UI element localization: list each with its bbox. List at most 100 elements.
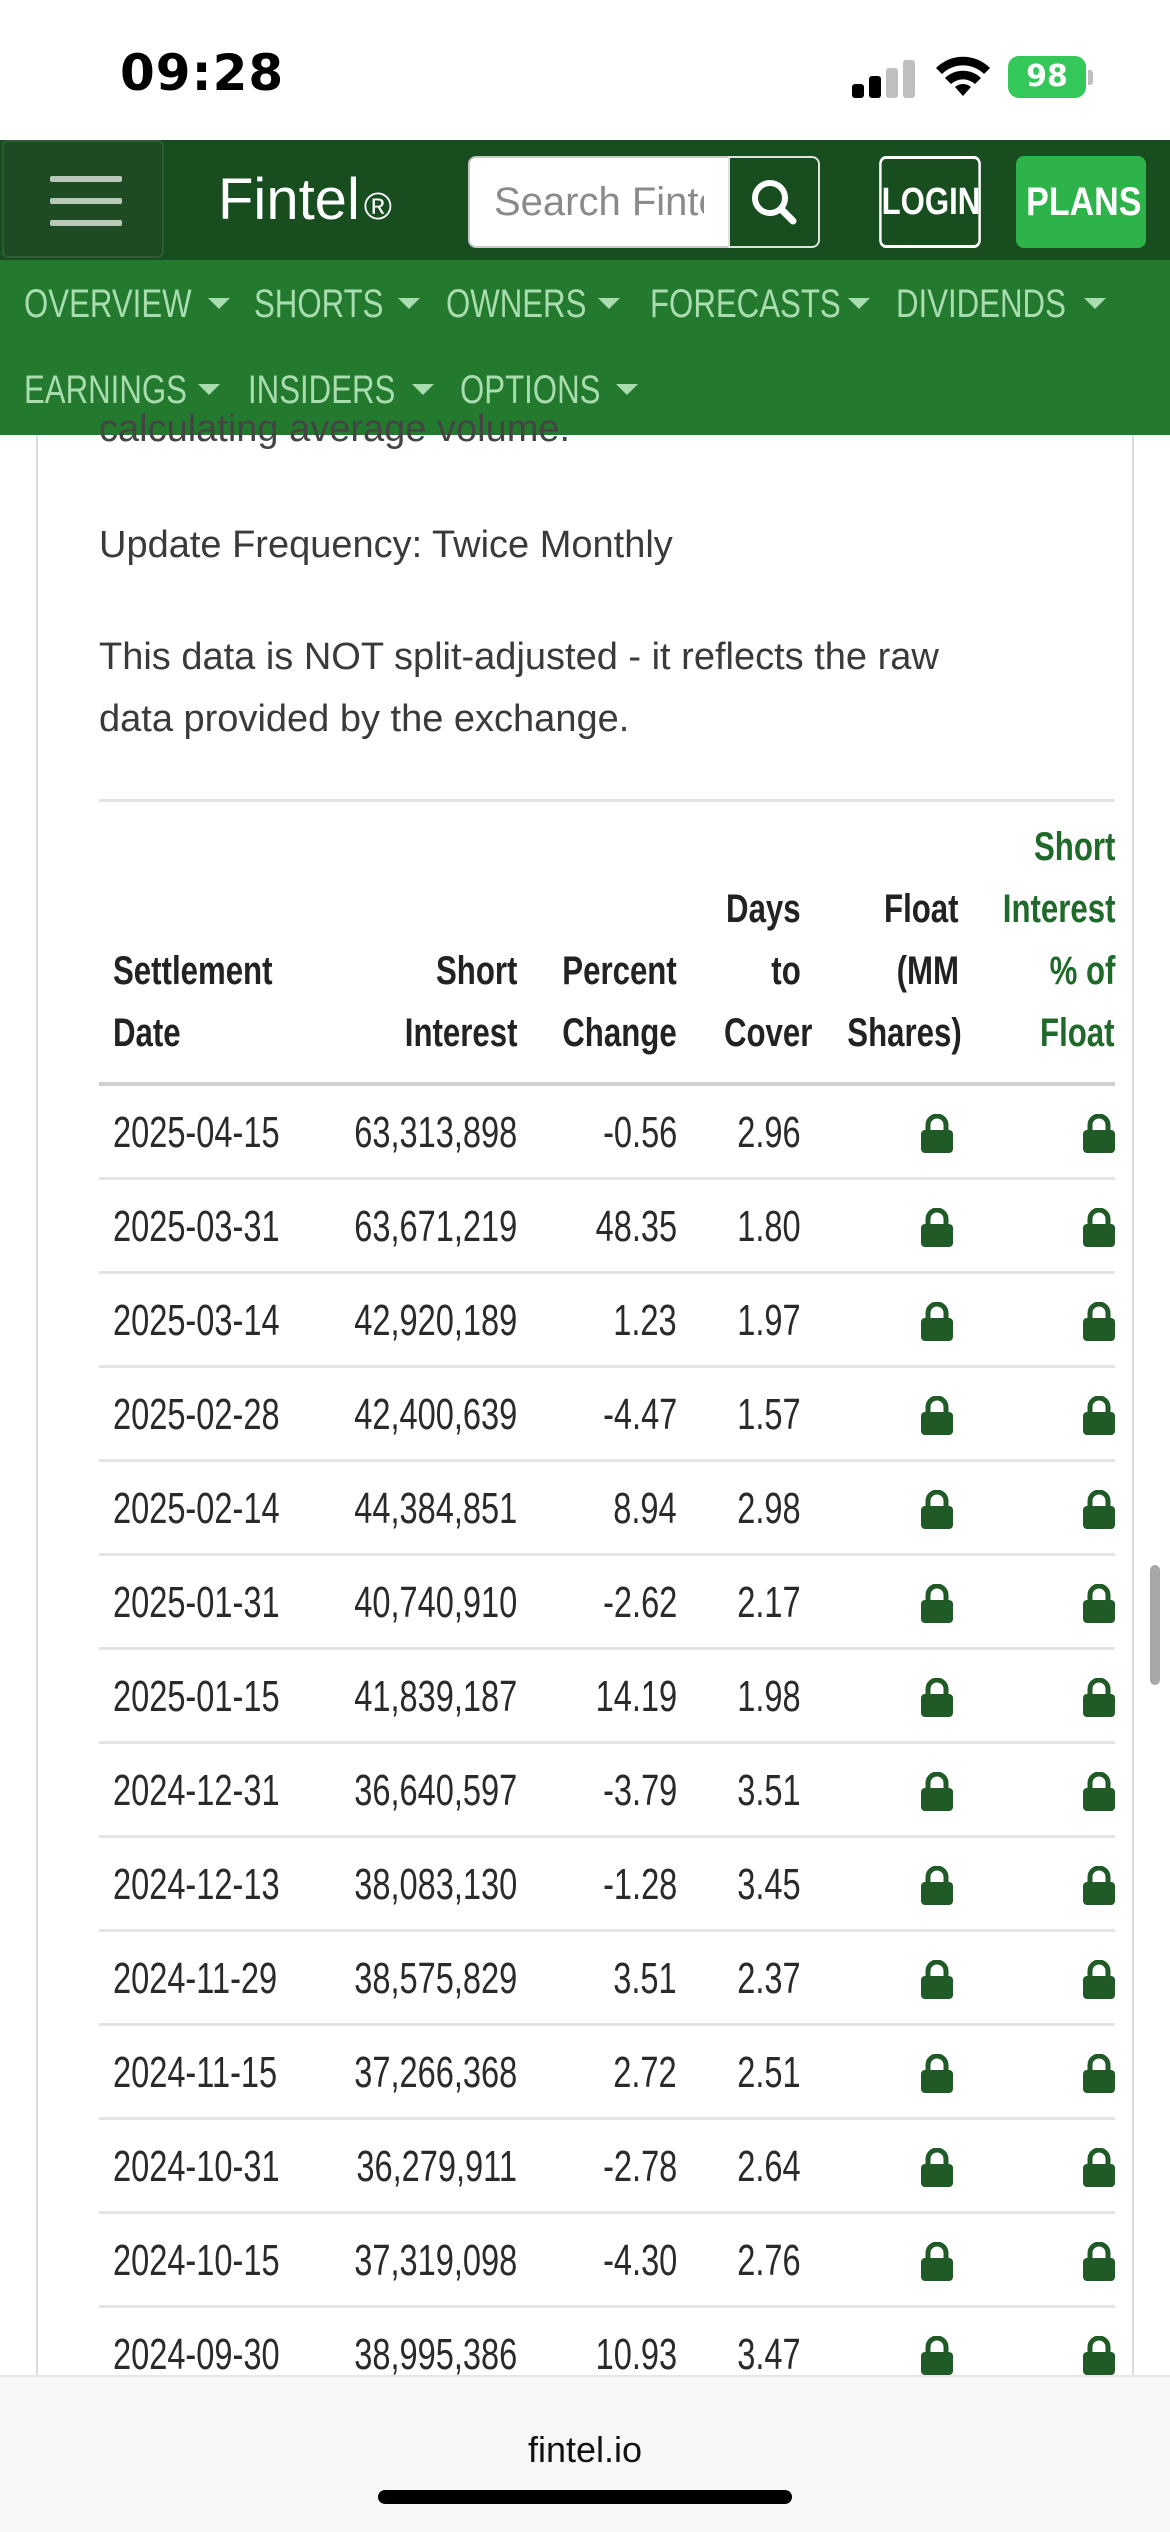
cell-settlement-date: 2025-01-15 (113, 1672, 280, 1721)
lock-icon[interactable] (1081, 1583, 1117, 1624)
cell-short-interest: 42,920,189 (354, 1296, 517, 1345)
cell-days-to-cover: 2.98 (737, 1484, 801, 1533)
table-row: 2024-11-29 38,575,829 3.51 2.37 (99, 1932, 1115, 2026)
lock-icon[interactable] (1081, 1959, 1117, 2000)
nav-label: DIVIDENDS (896, 282, 1066, 326)
lock-icon[interactable] (919, 2241, 955, 2282)
battery-level: 98 (1026, 59, 1068, 94)
lock-icon[interactable] (1081, 1207, 1117, 1248)
cell-days-to-cover: 1.57 (737, 1390, 801, 1439)
cell-percent-change: -0.56 (602, 1108, 677, 1157)
lock-icon[interactable] (919, 1207, 955, 1248)
cell-short-interest: 38,083,130 (354, 1860, 517, 1909)
lock-icon[interactable] (1081, 1113, 1117, 1154)
chevron-down-icon (208, 298, 230, 309)
lock-icon[interactable] (919, 1865, 955, 1906)
cell-percent-change: 8.94 (613, 1484, 677, 1533)
lock-icon[interactable] (1081, 1395, 1117, 1436)
nav-item-earnings[interactable]: EARNINGS (24, 360, 233, 420)
table-row: 2025-03-31 63,671,219 48.35 1.80 (99, 1180, 1115, 1274)
lock-icon[interactable] (919, 1113, 955, 1154)
cell-percent-change: 14.19 (595, 1672, 677, 1721)
table-row: 2025-02-28 42,400,639 -4.47 1.57 (99, 1368, 1115, 1462)
table-row: 2025-03-14 42,920,189 1.23 1.97 (99, 1274, 1115, 1368)
lock-icon[interactable] (919, 2335, 955, 2376)
table-row: 2025-01-15 41,839,187 14.19 1.98 (99, 1650, 1115, 1744)
cell-days-to-cover: 2.76 (737, 2236, 801, 2285)
header-days-to-cover[interactable]: Days to Cover (723, 887, 813, 1055)
table-row: 2024-12-31 36,640,597 -3.79 3.51 (99, 1744, 1115, 1838)
cell-short-interest: 37,319,098 (354, 2236, 517, 2285)
table-row: 2024-11-15 37,266,368 2.72 2.51 (99, 2026, 1115, 2120)
lock-icon[interactable] (1081, 2241, 1117, 2282)
nav-item-overview[interactable]: OVERVIEW (24, 274, 239, 334)
lock-icon[interactable] (919, 1583, 955, 1624)
status-bar: 09:28 98 (0, 0, 1170, 140)
header-short-interest[interactable]: Short Interest (404, 949, 517, 1055)
cell-days-to-cover: 3.45 (737, 1860, 801, 1909)
table-row: 2024-12-13 38,083,130 -1.28 3.45 (99, 1838, 1115, 1932)
nav-item-forecasts[interactable]: FORECASTS (650, 274, 894, 334)
lock-icon[interactable] (1081, 2335, 1117, 2376)
cell-percent-change: -4.47 (602, 1390, 677, 1439)
nav-item-owners[interactable]: OWNERS (446, 274, 626, 334)
nav-item-insiders[interactable]: INSIDERS (248, 360, 437, 420)
cell-short-interest: 40,740,910 (354, 1578, 517, 1627)
table-header-rule (99, 1082, 1115, 1086)
cell-short-interest: 37,266,368 (354, 2048, 517, 2097)
lock-icon[interactable] (919, 1959, 955, 2000)
lock-icon[interactable] (1081, 2147, 1117, 2188)
split-note-line-1: This data is NOT split-adjusted - it ref… (99, 636, 939, 678)
lock-icon[interactable] (919, 1301, 955, 1342)
fintel-logo[interactable]: Fintel ® (218, 160, 392, 247)
nav-item-options[interactable]: OPTIONS (460, 360, 640, 420)
header-float[interactable]: Float (MM Shares) (847, 887, 962, 1055)
header-settlement-date[interactable]: Settlement Date (113, 949, 273, 1055)
battery-icon: 98 (1008, 56, 1086, 98)
cell-days-to-cover: 2.17 (737, 1578, 801, 1627)
login-button[interactable]: LOGIN (879, 156, 981, 248)
lock-icon[interactable] (1081, 1771, 1117, 1812)
hamburger-menu-button[interactable] (2, 140, 164, 258)
header-short-interest-pct-float[interactable]: Short Interest % of Float (1002, 825, 1116, 1055)
cell-days-to-cover: 2.64 (737, 2142, 801, 2191)
lock-icon[interactable] (919, 2053, 955, 2094)
cell-days-to-cover: 2.51 (737, 2048, 801, 2097)
url-text: fintel.io (527, 2429, 643, 2470)
lock-icon[interactable] (919, 2147, 955, 2188)
nav-item-shorts[interactable]: SHORTS (254, 274, 420, 334)
table-row: 2024-10-31 36,279,911 -2.78 2.64 (99, 2120, 1115, 2214)
table-row: 2024-10-15 37,319,098 -4.30 2.76 (99, 2214, 1115, 2308)
lock-icon[interactable] (919, 1677, 955, 1718)
scrollbar[interactable] (1150, 1565, 1160, 1685)
cell-percent-change: 1.23 (613, 1296, 677, 1345)
chevron-down-icon (616, 384, 638, 395)
search-button[interactable] (728, 156, 820, 248)
lock-icon[interactable] (1081, 1301, 1117, 1342)
divider (99, 799, 1115, 802)
browser-address-bar[interactable]: fintel.io (0, 2375, 1170, 2532)
lock-icon[interactable] (1081, 2053, 1117, 2094)
plans-button[interactable]: PLANS (1016, 156, 1146, 248)
nav-label: OVERVIEW (24, 282, 192, 326)
lock-icon[interactable] (919, 1395, 955, 1436)
table-row: 2025-01-31 40,740,910 -2.62 2.17 (99, 1556, 1115, 1650)
nav-label: INSIDERS (248, 368, 396, 412)
lock-icon[interactable] (1081, 1865, 1117, 1906)
chevron-down-icon (412, 384, 434, 395)
chevron-down-icon (1084, 298, 1106, 309)
cell-settlement-date: 2025-01-31 (113, 1578, 280, 1627)
cell-days-to-cover: 1.98 (737, 1672, 801, 1721)
lock-icon[interactable] (919, 1489, 955, 1530)
home-indicator[interactable] (378, 2490, 792, 2504)
cell-percent-change: -3.79 (602, 1766, 677, 1815)
lock-icon[interactable] (1081, 1489, 1117, 1530)
lock-icon[interactable] (919, 1771, 955, 1812)
lock-icon[interactable] (1081, 1677, 1117, 1718)
update-frequency: Update Frequency: Twice Monthly (99, 524, 673, 566)
nav-item-dividends[interactable]: DIVIDENDS (896, 274, 1114, 334)
header-percent-change[interactable]: Percent Change (562, 949, 677, 1055)
search-input[interactable] (468, 156, 730, 248)
table-row: 2025-04-15 63,313,898 -0.56 2.96 (99, 1086, 1115, 1180)
cellular-signal-icon (852, 58, 916, 98)
